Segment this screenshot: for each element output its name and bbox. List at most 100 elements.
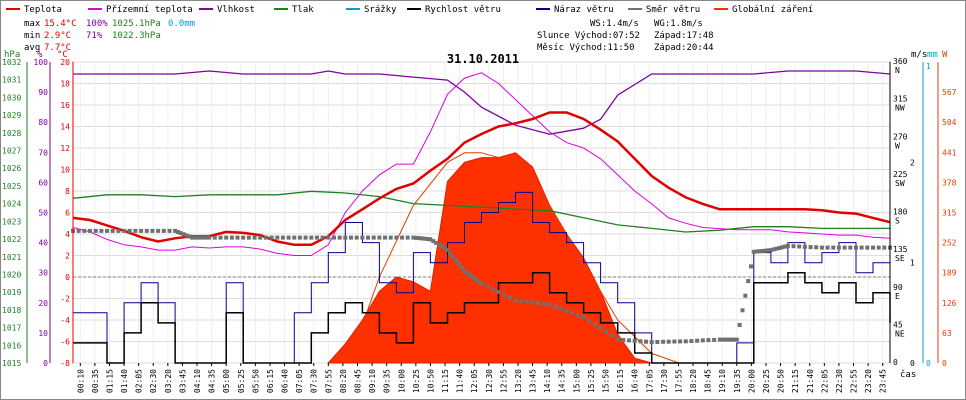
series-humidity: [73, 70, 891, 135]
tick-label-w: 126: [942, 299, 957, 308]
wind-direction-point: [105, 228, 109, 233]
tick-label-ms: 2: [910, 158, 915, 167]
wind-direction-point: [263, 235, 268, 240]
wind-direction-point: [229, 235, 234, 240]
tick-label-time: 01:15: [106, 369, 115, 393]
wind-direction-point: [638, 339, 643, 344]
tick-label-temp: 10: [60, 166, 70, 175]
wind-direction-point: [780, 245, 785, 250]
wind-direction-point: [743, 293, 748, 298]
legend-label: Směr větru: [646, 5, 700, 15]
wind-direction-point: [774, 246, 779, 251]
chart-title: 31.10.2011: [447, 52, 519, 66]
tick-label-direction-name: NE: [895, 329, 905, 338]
wind-direction-point: [320, 235, 325, 240]
wind-direction-point: [785, 243, 790, 248]
series-wind-speed: [73, 271, 891, 364]
wind-direction-point: [269, 235, 274, 240]
wind-direction-point: [144, 228, 149, 233]
wind-direction-point: [712, 337, 717, 342]
wind-direction-point: [400, 235, 405, 240]
tick-label-time: 15:00: [572, 369, 581, 393]
legend-label: Náraz větru: [554, 5, 614, 15]
tick-label-time: 13:20: [514, 369, 523, 393]
wind-direction-point: [343, 235, 348, 240]
wind-direction-point: [297, 235, 302, 240]
info-moonset: Západ:20:44: [654, 43, 714, 53]
wind-direction-point: [377, 235, 382, 240]
wind-direction-point: [383, 235, 387, 240]
wind-direction-point: [610, 333, 614, 338]
wind-direction-point: [394, 235, 399, 240]
wind-direction-point: [224, 235, 229, 240]
stat-label-max: max: [24, 19, 41, 29]
wind-direction-point: [442, 246, 447, 251]
wind-direction-point: [842, 245, 847, 250]
wind-direction-point: [235, 235, 240, 240]
tick-label-time: 17:05: [645, 369, 654, 393]
tick-label-time: 11:40: [456, 369, 465, 393]
wind-direction-point: [190, 235, 195, 240]
stat-avg-temp: 7.7°C: [44, 43, 71, 53]
wind-direction-point: [252, 235, 257, 240]
tick-label-direction: 0: [893, 358, 898, 367]
wind-direction-point: [627, 338, 631, 343]
tick-label-time: 23:20: [864, 369, 873, 393]
wind-direction-point: [655, 340, 660, 344]
tick-label-time: 18:45: [704, 369, 713, 393]
tick-label-time: 18:20: [689, 369, 698, 393]
tick-label-temp: 8: [65, 187, 70, 196]
wind-direction-point: [411, 235, 416, 240]
wind-direction-point: [797, 244, 802, 249]
wind-direction-point: [524, 299, 529, 304]
wind-direction-point: [201, 235, 206, 240]
tick-label-time: 20:25: [762, 369, 771, 393]
wind-direction-point: [88, 228, 92, 233]
wind-direction-point: [717, 337, 722, 342]
wind-direction-point: [519, 299, 524, 303]
tick-label-pct: 90: [38, 88, 48, 97]
tick-label-time: 06:15: [266, 369, 275, 393]
wind-direction-point: [280, 235, 285, 240]
tick-label-direction: 135: [893, 245, 908, 254]
wind-direction-point: [454, 258, 458, 263]
info-ws: WS:1.4m/s: [590, 19, 639, 29]
wind-direction-point: [865, 245, 870, 250]
wind-direction-point: [212, 235, 217, 240]
wind-direction-point: [471, 275, 475, 280]
wind-direction-point: [754, 249, 759, 254]
wind-direction-point: [547, 302, 552, 307]
tick-label-hpa: 1017: [2, 324, 21, 333]
tick-label-direction-name: SE: [895, 254, 905, 263]
wind-direction-point: [706, 338, 711, 343]
tick-label-time: 07:55: [324, 369, 333, 393]
wind-direction-point: [204, 235, 209, 240]
info-moonrise: Měsíc Východ:11:50: [537, 43, 635, 53]
tick-label-direction: 90: [893, 283, 903, 292]
tick-label-time: 16:40: [631, 369, 640, 393]
wind-direction-point: [218, 235, 223, 240]
wind-direction-point: [737, 323, 742, 327]
tick-label-time: 14:10: [543, 369, 552, 393]
wind-direction-point: [414, 235, 419, 240]
wind-direction-point: [150, 228, 155, 233]
tick-label-direction-name: W: [895, 141, 900, 150]
wind-direction-point: [468, 273, 473, 278]
tick-label-hpa: 1032: [2, 58, 21, 67]
wind-direction-point: [819, 245, 824, 250]
tick-label-time: 21:40: [806, 369, 815, 393]
wind-direction-point: [859, 245, 864, 250]
wind-direction-point: [127, 228, 132, 233]
wind-direction-point: [661, 339, 666, 344]
tick-label-ms: 1: [910, 259, 915, 268]
stats-header: max 15.4°C 100% 1025.1hPa 0.0mm min 2.9°C 71% 10…: [24, 19, 714, 53]
wind-direction-point: [456, 262, 461, 267]
tick-label-direction: 315: [893, 95, 908, 104]
tick-label-temp: 12: [60, 144, 70, 153]
tick-label-time: 08:20: [339, 369, 348, 393]
wind-direction-point: [349, 235, 353, 240]
axis-unit-mm: mm: [927, 50, 938, 60]
wind-direction-point: [434, 240, 439, 245]
